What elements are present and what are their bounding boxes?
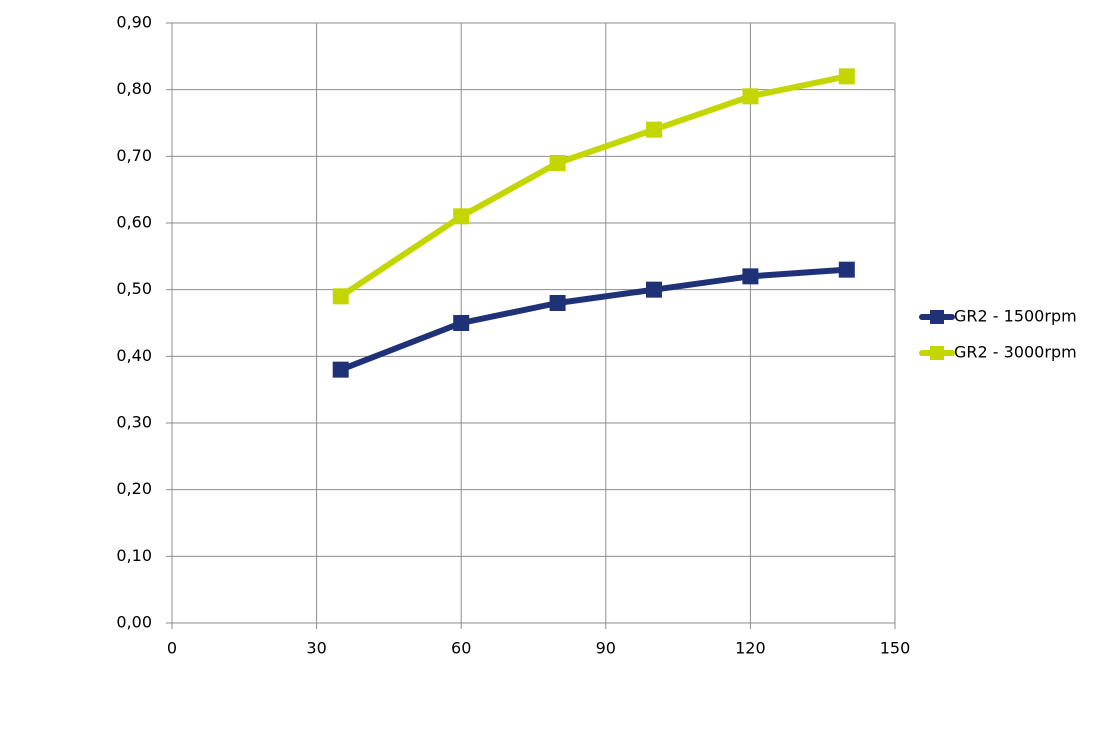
- data-point: [838, 68, 855, 85]
- data-point: [838, 261, 855, 278]
- x-tick-label: 150: [880, 639, 911, 658]
- x-tick-label: 120: [735, 639, 766, 658]
- x-tick-label: 60: [451, 639, 471, 658]
- data-point: [332, 361, 349, 378]
- data-point: [646, 281, 662, 298]
- y-tick-label: 0,50: [116, 279, 152, 298]
- y-tick-label: 0,80: [116, 79, 152, 98]
- data-point: [742, 268, 759, 285]
- data-point: [549, 155, 566, 171]
- legend-marker: [930, 310, 944, 324]
- data-point: [453, 315, 470, 331]
- x-tick-label: 0: [167, 639, 177, 658]
- legend-item: GR2 - 1500rpm: [919, 307, 1077, 326]
- data-point: [646, 121, 662, 138]
- y-tick-label: 0,10: [116, 546, 152, 565]
- y-tick-label: 0,00: [116, 613, 152, 632]
- y-tick-label: 0,20: [116, 479, 152, 498]
- data-point: [742, 88, 759, 105]
- legend-item: GR2 - 3000rpm: [919, 343, 1077, 362]
- legend-label: GR2 - 3000rpm: [954, 343, 1077, 362]
- series-line: [337, 73, 850, 300]
- x-tick-label: 90: [596, 639, 616, 658]
- data-point: [453, 208, 470, 225]
- y-tick-label: 0,70: [116, 146, 152, 165]
- x-tick-label: 30: [306, 639, 326, 658]
- data-point: [332, 288, 349, 305]
- data-point: [549, 295, 566, 311]
- legend-label: GR2 - 1500rpm: [954, 307, 1077, 326]
- series-line: [337, 266, 850, 373]
- y-tick-label: 0,60: [116, 213, 152, 232]
- legend-marker: [930, 346, 944, 360]
- y-tick-label: 0,40: [116, 346, 152, 365]
- y-tick-label: 0,30: [116, 413, 152, 432]
- y-tick-label: 0,90: [116, 13, 152, 32]
